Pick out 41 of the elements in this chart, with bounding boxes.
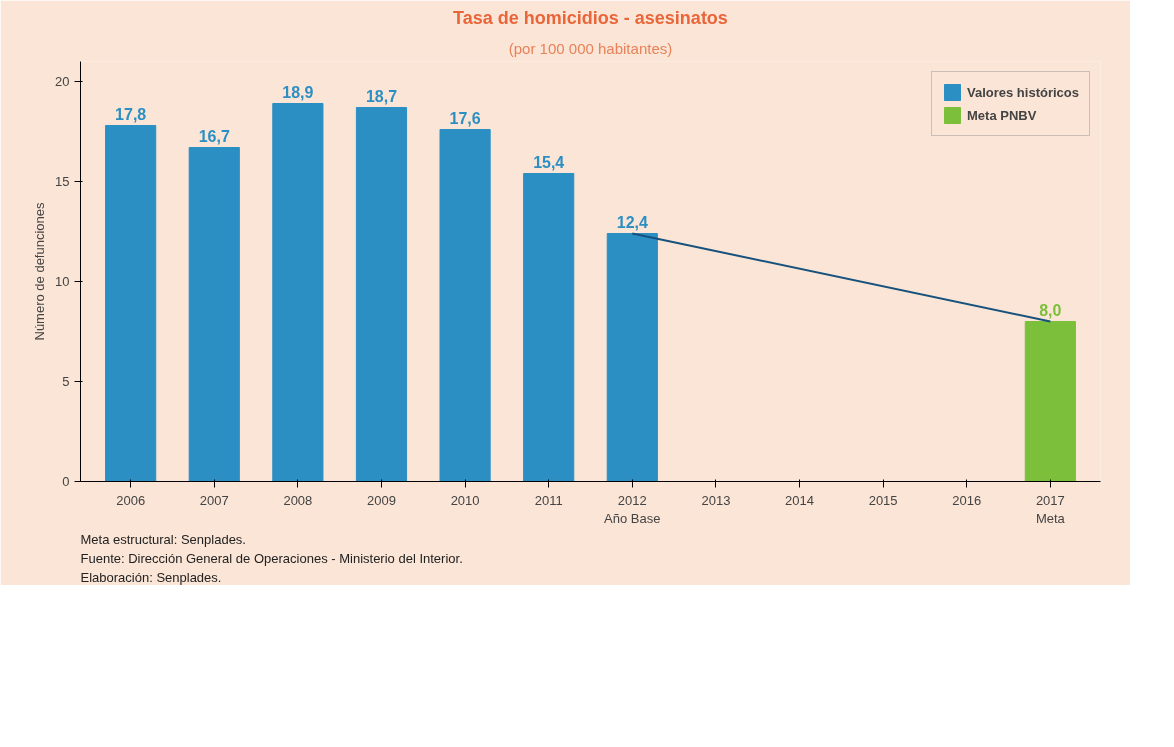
x-tick-label: 2007 (199, 492, 229, 508)
data-label: 18,7 (365, 87, 398, 105)
x-tick-label: 2008 (283, 492, 313, 508)
text: Elaboración: Senplades. (80, 569, 222, 585)
chart-title: Tasa de homicidios - asesinatos (453, 7, 728, 28)
text: Meta estructural: Senplades. (80, 531, 246, 547)
y-tick-label: 0 (62, 474, 70, 489)
x-tick-label: 2009 (367, 492, 396, 508)
y-tick-label: 15 (55, 174, 70, 189)
x-tick-label: 2013 (701, 492, 731, 508)
data-label: 15,4 (533, 153, 565, 171)
x-tick-label: 2016 (952, 492, 982, 508)
x-tick-label: 2006 (116, 492, 146, 508)
data-label: 17,6 (449, 109, 481, 127)
data-label: 16,7 (198, 127, 230, 145)
y-tick-label: 5 (62, 374, 70, 389)
chart-subtitle: (por 100 000 habitantes) (508, 39, 673, 57)
legend-label: Valores históricos (967, 84, 1079, 100)
bar (355, 107, 408, 482)
legend-label: Meta PNBV (967, 107, 1037, 123)
bar (105, 125, 157, 482)
y-tick-label: 20 (55, 74, 70, 89)
x-tick-label: 2012 Año Base (604, 492, 661, 526)
x-tick-label: 2015 (868, 492, 898, 508)
x-tick-label: 2014 (785, 492, 814, 508)
data-label: 18,9 (282, 83, 314, 101)
x-tick-label: 2017 Meta (1035, 492, 1066, 526)
data-label: 8,0 (1039, 301, 1062, 319)
y-tick-label: 10 (55, 274, 70, 289)
bar (439, 129, 491, 482)
source-note: Fuente: Dirección General de Operaciones - Ministerio del Interior. (80, 550, 463, 566)
y-axis-title: Número de defunciones (32, 201, 48, 341)
data-label: 17,8 (115, 105, 147, 123)
bar (606, 233, 658, 482)
bar (188, 147, 240, 482)
x-tick-label: 2011 (534, 492, 563, 508)
data-label: 12,4 (616, 213, 648, 231)
bar (272, 103, 324, 482)
bar (1024, 321, 1076, 482)
bar (523, 173, 575, 482)
x-tick-label: 2010 (450, 492, 480, 508)
